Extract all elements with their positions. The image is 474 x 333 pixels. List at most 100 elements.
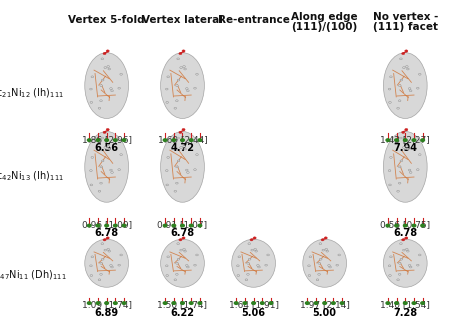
Circle shape — [238, 256, 241, 258]
Circle shape — [113, 302, 117, 304]
Circle shape — [182, 237, 185, 239]
Circle shape — [189, 139, 193, 142]
Circle shape — [412, 139, 416, 142]
Circle shape — [167, 157, 170, 158]
Text: 1.69 [2.44]: 1.69 [2.44] — [158, 135, 207, 145]
Circle shape — [90, 184, 92, 186]
Circle shape — [421, 302, 425, 304]
Circle shape — [180, 249, 182, 251]
Circle shape — [258, 266, 260, 268]
Circle shape — [120, 73, 122, 75]
Circle shape — [400, 58, 402, 60]
Circle shape — [174, 107, 177, 109]
Circle shape — [265, 264, 267, 266]
Circle shape — [176, 85, 178, 87]
Circle shape — [185, 264, 188, 266]
Circle shape — [180, 67, 182, 69]
Circle shape — [174, 279, 177, 281]
Circle shape — [109, 169, 112, 171]
Circle shape — [174, 190, 177, 192]
Circle shape — [179, 52, 182, 55]
Circle shape — [113, 224, 117, 227]
Circle shape — [101, 79, 104, 81]
Text: Re-entrance: Re-entrance — [218, 15, 290, 25]
Circle shape — [182, 50, 185, 52]
Circle shape — [412, 302, 416, 304]
Circle shape — [105, 139, 109, 142]
Circle shape — [408, 88, 411, 90]
Circle shape — [419, 154, 421, 156]
Circle shape — [108, 250, 110, 252]
Ellipse shape — [232, 239, 275, 287]
Circle shape — [401, 239, 405, 241]
Circle shape — [309, 256, 312, 258]
Circle shape — [325, 248, 328, 250]
Circle shape — [398, 273, 401, 275]
Circle shape — [407, 148, 409, 150]
Circle shape — [184, 250, 186, 252]
Circle shape — [111, 266, 113, 268]
Circle shape — [407, 250, 409, 252]
Text: (111)/(100): (111)/(100) — [292, 22, 358, 32]
Text: 6.56: 6.56 — [95, 143, 118, 153]
Circle shape — [122, 139, 126, 142]
Text: 6.78: 6.78 — [95, 228, 118, 238]
Circle shape — [109, 88, 112, 90]
Circle shape — [255, 250, 257, 252]
Circle shape — [107, 146, 109, 147]
Ellipse shape — [85, 239, 128, 287]
Circle shape — [198, 302, 202, 304]
Circle shape — [243, 302, 247, 304]
Text: 7.94: 7.94 — [393, 143, 417, 153]
Circle shape — [410, 266, 412, 268]
Circle shape — [408, 169, 411, 171]
Circle shape — [399, 262, 401, 264]
Circle shape — [421, 224, 425, 227]
Circle shape — [187, 171, 189, 173]
Circle shape — [398, 100, 401, 102]
Circle shape — [405, 50, 408, 52]
Circle shape — [118, 169, 120, 170]
Circle shape — [184, 68, 186, 70]
Circle shape — [397, 107, 400, 109]
Circle shape — [248, 243, 251, 245]
Circle shape — [388, 88, 391, 90]
Circle shape — [98, 107, 101, 109]
Text: Along edge: Along edge — [292, 12, 358, 22]
Circle shape — [395, 139, 399, 142]
Circle shape — [316, 279, 319, 281]
Circle shape — [177, 58, 180, 60]
Circle shape — [100, 100, 102, 102]
Circle shape — [308, 265, 310, 267]
Circle shape — [104, 249, 107, 251]
Circle shape — [90, 275, 92, 276]
Text: Pt$_{21}$Ni$_{12}$ (Ih)$_{111}$: Pt$_{21}$Ni$_{12}$ (Ih)$_{111}$ — [0, 87, 64, 100]
Circle shape — [390, 76, 392, 78]
Circle shape — [104, 147, 107, 149]
Circle shape — [395, 224, 399, 227]
Ellipse shape — [161, 132, 204, 202]
Circle shape — [185, 169, 188, 171]
Circle shape — [120, 154, 122, 156]
Circle shape — [405, 129, 408, 131]
Circle shape — [305, 302, 309, 304]
Text: 5.06: 5.06 — [242, 308, 265, 318]
Circle shape — [254, 248, 256, 250]
Circle shape — [107, 248, 109, 250]
Circle shape — [167, 76, 170, 78]
Text: (111) facet: (111) facet — [373, 22, 438, 32]
Circle shape — [179, 131, 182, 134]
Text: 1.97 [2.14]: 1.97 [2.14] — [300, 300, 350, 309]
Circle shape — [250, 239, 253, 241]
Circle shape — [172, 139, 176, 142]
Text: 6.22: 6.22 — [171, 308, 194, 318]
Circle shape — [251, 249, 254, 251]
Circle shape — [198, 139, 202, 142]
Circle shape — [189, 302, 193, 304]
Circle shape — [90, 88, 92, 90]
Text: 0.91 [1.07]: 0.91 [1.07] — [157, 220, 208, 229]
Circle shape — [175, 182, 178, 184]
Circle shape — [397, 279, 400, 281]
Circle shape — [167, 256, 170, 258]
Circle shape — [90, 265, 92, 267]
